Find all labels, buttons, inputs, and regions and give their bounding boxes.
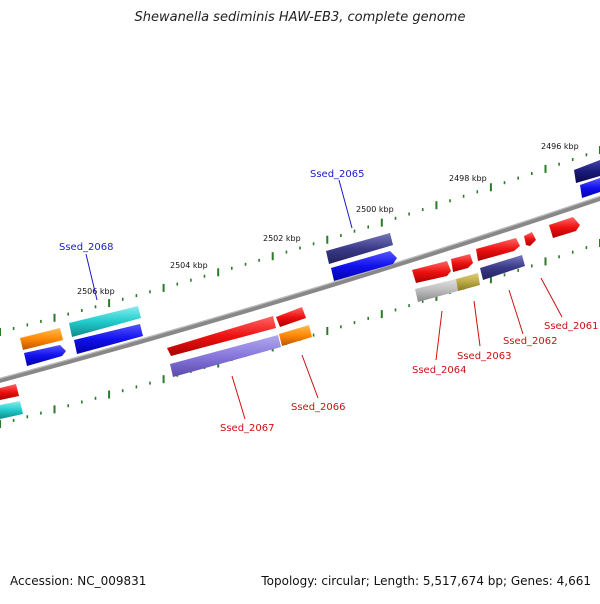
gene-block-cyan[interactable] (69, 306, 141, 337)
callout-line-2062 (508, 289, 524, 335)
gene-block-red[interactable] (167, 316, 276, 356)
gene-block-red-arrow[interactable] (549, 217, 580, 238)
gene-block-orange[interactable] (20, 328, 63, 350)
gene-block-blue[interactable] (24, 345, 66, 366)
gene-label-ssed-2064[interactable]: Ssed_2064 (412, 365, 467, 376)
gene-block-olive[interactable] (456, 273, 480, 291)
gene-block-red[interactable] (476, 238, 520, 261)
accession-label: Accession: NC_009831 (10, 574, 147, 588)
gene-block-slate[interactable] (326, 233, 393, 264)
scale-label-2498: 2498 kbp (449, 174, 487, 183)
callout-line-2068 (85, 253, 98, 301)
gene-block-blue[interactable] (580, 178, 600, 198)
callout-line-2063 (473, 300, 481, 347)
callout-line-2067 (231, 375, 246, 420)
callout-line-2065 (338, 179, 353, 229)
scale-label-2496: 2496 kbp (541, 142, 579, 151)
map-title: Shewanella sediminis HAW-EB3, complete g… (134, 10, 466, 25)
outer-scale-ticks (0, 146, 600, 336)
genome-backbone-highlight (0, 195, 600, 379)
gene-block-slate[interactable] (480, 255, 525, 280)
scale-label-2502: 2502 kbp (263, 234, 301, 243)
gene-block-gray[interactable] (415, 279, 458, 302)
gene-label-ssed-2061[interactable]: Ssed_2061 (544, 321, 599, 332)
gene-block-orange[interactable] (279, 325, 312, 346)
callout-line-2066 (301, 354, 319, 399)
gene-label-ssed-2063[interactable]: Ssed_2063 (457, 351, 512, 362)
gene-block-navy[interactable] (574, 160, 600, 183)
callout-line-2061 (540, 277, 563, 318)
gene-block-red[interactable] (276, 307, 306, 327)
gene-callouts (85, 179, 563, 420)
gene-label-ssed-2066[interactable]: Ssed_2066 (291, 402, 346, 413)
gene-label-ssed-2062[interactable]: Ssed_2062 (503, 336, 558, 347)
gene-block-blue[interactable] (331, 251, 397, 281)
scale-label-2506: 2506 kbp (77, 287, 115, 296)
gene-block-lavender[interactable] (170, 335, 281, 377)
gene-block-red[interactable] (412, 261, 451, 283)
gene-label-ssed-2067[interactable]: Ssed_2067 (220, 423, 275, 434)
gene-label-ssed-2065[interactable]: Ssed_2065 (310, 169, 365, 180)
gene-block-cyan[interactable] (0, 401, 23, 419)
gene-block-red[interactable] (0, 384, 19, 400)
genome-backbone (0, 195, 600, 383)
gene-block-red[interactable] (451, 254, 473, 272)
gene-block-blue[interactable] (74, 324, 143, 354)
callout-line-2064 (435, 310, 443, 361)
gene-block-red-small[interactable] (524, 232, 536, 246)
scale-label-2500: 2500 kbp (356, 205, 394, 214)
scale-label-2504: 2504 kbp (170, 261, 208, 270)
gene-label-ssed-2068[interactable]: Ssed_2068 (59, 242, 114, 253)
genome-summary-label: Topology: circular; Length: 5,517,674 bp… (261, 574, 591, 588)
gene-features (0, 160, 600, 419)
